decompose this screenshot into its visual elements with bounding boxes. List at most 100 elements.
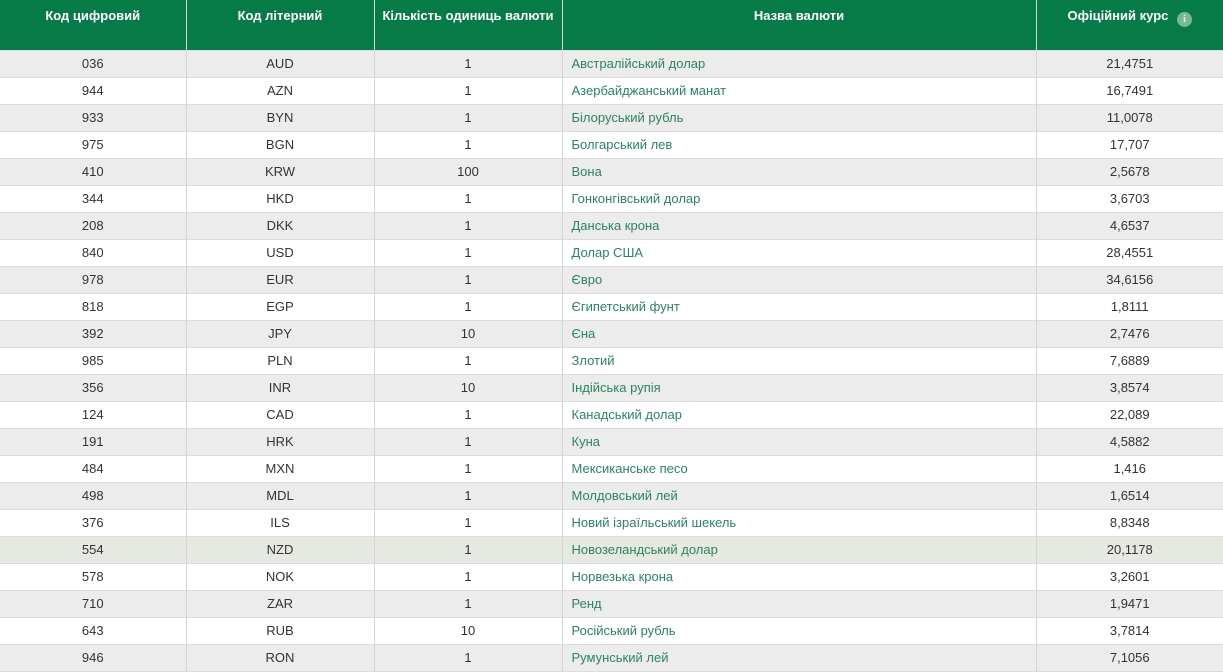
currency-name-link[interactable]: Білоруський рубль — [572, 110, 684, 125]
units-cell: 1 — [374, 455, 562, 482]
letter-code-cell: HKD — [186, 185, 374, 212]
table-row[interactable]: 124CAD1Канадський долар22,089 — [0, 401, 1223, 428]
currency-name-cell: Новозеландський долар — [562, 536, 1036, 563]
currency-name-link[interactable]: Новий ізраїльський шекель — [572, 515, 737, 530]
numeric-code-cell: 975 — [0, 131, 186, 158]
numeric-code-cell: 124 — [0, 401, 186, 428]
table-row[interactable]: 975BGN1Болгарський лев17,707 — [0, 131, 1223, 158]
letter-code-cell: PLN — [186, 347, 374, 374]
letter-code-cell: JPY — [186, 320, 374, 347]
currency-name-link[interactable]: Долар США — [572, 245, 644, 260]
currency-name-link[interactable]: Молдовський лей — [572, 488, 678, 503]
table-row[interactable]: 356INR10Індійська рупія3,8574 — [0, 374, 1223, 401]
rate-cell: 20,1178 — [1036, 536, 1223, 563]
currency-name-link[interactable]: Євро — [572, 272, 603, 287]
units-cell: 10 — [374, 617, 562, 644]
letter-code-cell: MDL — [186, 482, 374, 509]
rate-cell: 1,9471 — [1036, 590, 1223, 617]
currency-name-link[interactable]: Злотий — [572, 353, 615, 368]
currency-name-link[interactable]: Мексиканське песо — [572, 461, 688, 476]
letter-code-cell: EGP — [186, 293, 374, 320]
currency-name-cell: Австралійський долар — [562, 50, 1036, 77]
currency-name-cell: Російський рубль — [562, 617, 1036, 644]
letter-code-cell: RUB — [186, 617, 374, 644]
currency-name-link[interactable]: Норвезька крона — [572, 569, 674, 584]
currency-name-cell: Долар США — [562, 239, 1036, 266]
rate-cell: 21,4751 — [1036, 50, 1223, 77]
letter-code-cell: NOK — [186, 563, 374, 590]
letter-code-cell: USD — [186, 239, 374, 266]
table-row[interactable]: 392JPY10Єна2,7476 — [0, 320, 1223, 347]
currency-name-cell: Данська крона — [562, 212, 1036, 239]
info-icon[interactable]: i — [1177, 12, 1192, 27]
table-row[interactable]: 840USD1Долар США28,4551 — [0, 239, 1223, 266]
currency-name-link[interactable]: Австралійський долар — [572, 56, 706, 71]
letter-code-cell: DKK — [186, 212, 374, 239]
currency-name-link[interactable]: Російський рубль — [572, 623, 676, 638]
rate-cell: 1,6514 — [1036, 482, 1223, 509]
numeric-code-cell: 208 — [0, 212, 186, 239]
rate-cell: 2,5678 — [1036, 158, 1223, 185]
rate-cell: 7,1056 — [1036, 644, 1223, 671]
table-row[interactable]: 191HRK1Куна4,5882 — [0, 428, 1223, 455]
currency-name-cell: Мексиканське песо — [562, 455, 1036, 482]
numeric-code-cell: 840 — [0, 239, 186, 266]
currency-name-link[interactable]: Канадський долар — [572, 407, 682, 422]
currency-name-link[interactable]: Єна — [572, 326, 596, 341]
rate-cell: 3,6703 — [1036, 185, 1223, 212]
currency-name-link[interactable]: Єгипетський фунт — [572, 299, 680, 314]
table-row[interactable]: 643RUB10Російський рубль3,7814 — [0, 617, 1223, 644]
rate-cell: 3,8574 — [1036, 374, 1223, 401]
currency-name-link[interactable]: Індійська рупія — [572, 380, 661, 395]
currency-name-cell: Вона — [562, 158, 1036, 185]
units-cell: 1 — [374, 509, 562, 536]
table-row[interactable]: 578NOK1Норвезька крона3,2601 — [0, 563, 1223, 590]
letter-code-cell: BYN — [186, 104, 374, 131]
table-row[interactable]: 344HKD1Гонконгівський долар3,6703 — [0, 185, 1223, 212]
units-cell: 1 — [374, 50, 562, 77]
table-row[interactable]: 484MXN1Мексиканське песо1,416 — [0, 455, 1223, 482]
currency-name-cell: Злотий — [562, 347, 1036, 374]
currency-name-link[interactable]: Новозеландський долар — [572, 542, 718, 557]
rate-cell: 22,089 — [1036, 401, 1223, 428]
letter-code-cell: EUR — [186, 266, 374, 293]
currency-name-link[interactable]: Данська крона — [572, 218, 660, 233]
numeric-code-cell: 710 — [0, 590, 186, 617]
numeric-code-cell: 191 — [0, 428, 186, 455]
numeric-code-cell: 554 — [0, 536, 186, 563]
table-row[interactable]: 944AZN1Азербайджанський манат16,7491 — [0, 77, 1223, 104]
table-row[interactable]: 208DKK1Данська крона4,6537 — [0, 212, 1223, 239]
currency-name-link[interactable]: Румунський лей — [572, 650, 669, 665]
currency-name-link[interactable]: Болгарський лев — [572, 137, 673, 152]
units-cell: 1 — [374, 563, 562, 590]
table-row[interactable]: 985PLN1Злотий7,6889 — [0, 347, 1223, 374]
rate-cell: 28,4551 — [1036, 239, 1223, 266]
table-row[interactable]: 710ZAR1Ренд1,9471 — [0, 590, 1223, 617]
currency-name-link[interactable]: Куна — [572, 434, 600, 449]
rate-cell: 7,6889 — [1036, 347, 1223, 374]
currency-name-link[interactable]: Азербайджанський манат — [572, 83, 727, 98]
table-row[interactable]: 978EUR1Євро34,6156 — [0, 266, 1223, 293]
currency-name-link[interactable]: Вона — [572, 164, 602, 179]
rate-cell: 16,7491 — [1036, 77, 1223, 104]
rate-cell: 3,7814 — [1036, 617, 1223, 644]
table-row[interactable]: 410KRW100Вона2,5678 — [0, 158, 1223, 185]
currency-name-link[interactable]: Ренд — [572, 596, 602, 611]
letter-code-cell: AZN — [186, 77, 374, 104]
letter-code-cell: ZAR — [186, 590, 374, 617]
table-row[interactable]: 498MDL1Молдовський лей1,6514 — [0, 482, 1223, 509]
table-row[interactable]: 933BYN1Білоруський рубль11,0078 — [0, 104, 1223, 131]
table-row[interactable]: 946RON1Румунський лей7,1056 — [0, 644, 1223, 671]
currency-name-cell: Канадський долар — [562, 401, 1036, 428]
table-row[interactable]: 818EGP1Єгипетський фунт1,8111 — [0, 293, 1223, 320]
table-row[interactable]: 376ILS1Новий ізраїльський шекель8,8348 — [0, 509, 1223, 536]
numeric-code-cell: 356 — [0, 374, 186, 401]
currency-name-link[interactable]: Гонконгівський долар — [572, 191, 701, 206]
table-row[interactable]: 554NZD1Новозеландський долар20,1178 — [0, 536, 1223, 563]
rate-cell: 2,7476 — [1036, 320, 1223, 347]
table-row[interactable]: 036AUD1Австралійський долар21,4751 — [0, 50, 1223, 77]
col-header-numeric-code: Код цифровий — [0, 0, 186, 50]
header-row: Код цифровий Код літерний Кількість один… — [0, 0, 1223, 50]
units-cell: 1 — [374, 77, 562, 104]
letter-code-cell: HRK — [186, 428, 374, 455]
